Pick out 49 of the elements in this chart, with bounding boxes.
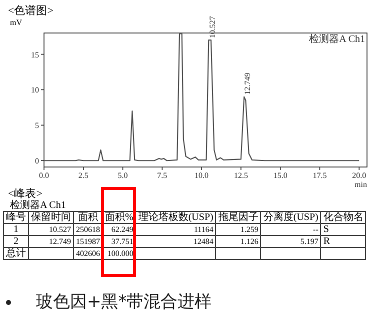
text: 总计: [6, 248, 26, 259]
text: 1.259: [240, 225, 258, 234]
text: 100.000: [107, 249, 134, 258]
text: 2: [14, 236, 18, 247]
annotation: 检测器A Ch1: [309, 33, 365, 45]
text: <峰表>: [8, 187, 42, 200]
text: 1: [14, 224, 18, 235]
text: 37.751: [111, 237, 134, 246]
y-tick-label: 15: [31, 50, 39, 60]
text: R: [323, 236, 330, 247]
y-tick-label: 5: [35, 121, 39, 130]
text: 玻色因+黑*带混合进样: [36, 291, 212, 313]
x-tick-label: 20.0: [352, 171, 366, 180]
text: 151987: [76, 237, 100, 246]
text: 10.527: [49, 225, 71, 234]
annotation: 10.527: [208, 16, 217, 38]
text: S: [323, 224, 329, 235]
annotation: 12.749: [242, 72, 252, 95]
x-tick-label: 7.5: [157, 171, 168, 180]
text: 250618: [76, 225, 100, 234]
text: --: [313, 225, 318, 234]
text: 12484: [193, 237, 214, 246]
category-label: 峰号: [4, 212, 28, 224]
category-label: 面积%: [102, 212, 136, 224]
x-tick-label: 15.0: [273, 171, 288, 180]
y-tick-label: 0: [35, 156, 39, 166]
x-tick-label: 2.5: [78, 171, 88, 180]
x-tick-label: 5.0: [118, 171, 128, 180]
x-tick-label: 17.5: [312, 171, 327, 180]
category-label: 保留时间: [28, 212, 74, 224]
x-tick-label: 12.5: [234, 171, 248, 180]
category-label: 化合物名: [320, 212, 366, 224]
x-tick-label: 0.0: [39, 171, 49, 180]
category-label: 分离度(USP): [260, 212, 321, 224]
category-label: 拖尾因子: [216, 212, 261, 224]
y-tick-label: 10: [31, 86, 39, 95]
text: 11164: [194, 225, 214, 234]
category-label: 面积: [74, 212, 102, 224]
chart-title: <色谱图>: [8, 4, 54, 17]
x-axis-title: min: [354, 180, 367, 189]
text: 5.197: [300, 237, 318, 246]
text: 12.749: [49, 237, 71, 246]
text: 402606: [76, 249, 100, 258]
text: 检测器A Ch1: [10, 198, 66, 212]
text: 1.126: [240, 237, 258, 246]
x-tick-label: 10.0: [194, 171, 209, 180]
category-label: 理论塔板数(USP): [136, 212, 216, 224]
text: 62.249: [111, 225, 134, 234]
y-axis-title: mV: [10, 18, 22, 27]
